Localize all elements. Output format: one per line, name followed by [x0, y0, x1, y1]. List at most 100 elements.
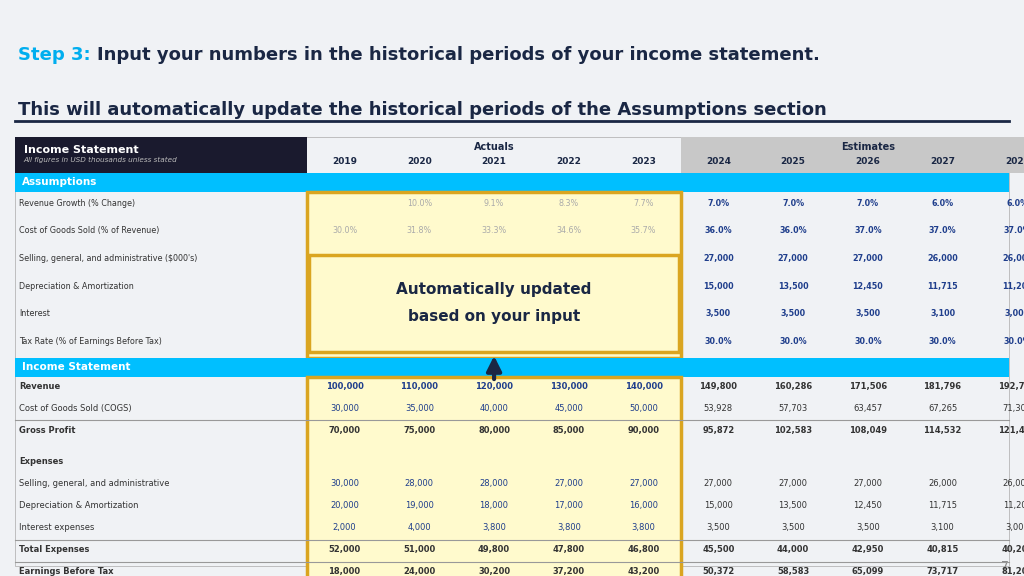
- Text: Input your numbers in the historical periods of your income statement.: Input your numbers in the historical per…: [97, 46, 820, 64]
- Text: 100,000: 100,000: [326, 382, 364, 391]
- Text: 46,800: 46,800: [628, 545, 659, 554]
- Text: 27,000: 27,000: [554, 479, 584, 488]
- Text: 2026: 2026: [855, 157, 881, 166]
- Text: 6.0%: 6.0%: [1007, 199, 1024, 208]
- Text: 75,000: 75,000: [403, 426, 435, 435]
- Text: 12,450: 12,450: [853, 501, 883, 510]
- Text: 2025: 2025: [780, 157, 806, 166]
- Text: 20,000: 20,000: [330, 501, 359, 510]
- Text: 28,000: 28,000: [404, 479, 434, 488]
- Text: 27,000: 27,000: [853, 479, 883, 488]
- Text: 19,000: 19,000: [404, 501, 434, 510]
- Text: 31.8%: 31.8%: [407, 226, 432, 236]
- Text: 27,000: 27,000: [777, 254, 809, 263]
- Text: 45,000: 45,000: [554, 404, 584, 413]
- Text: 19,000: 19,000: [406, 282, 433, 291]
- Text: 30,000: 30,000: [330, 404, 359, 413]
- Text: 28,000: 28,000: [479, 479, 509, 488]
- Text: Tax Rate (% of Earnings Before Tax): Tax Rate (% of Earnings Before Tax): [19, 337, 163, 346]
- FancyBboxPatch shape: [15, 173, 1009, 192]
- Text: Depreciation & Amortization: Depreciation & Amortization: [19, 501, 139, 510]
- Text: 67,265: 67,265: [928, 404, 957, 413]
- Text: 3,800: 3,800: [482, 523, 506, 532]
- Text: Selling, general, and administrative ($000's): Selling, general, and administrative ($0…: [19, 254, 198, 263]
- Text: 2,000: 2,000: [333, 523, 356, 532]
- Text: Step 3:: Step 3:: [18, 46, 91, 64]
- Text: 7.0%: 7.0%: [708, 199, 729, 208]
- Text: 43,200: 43,200: [628, 567, 659, 576]
- Text: 36.0%: 36.0%: [705, 226, 732, 236]
- Text: 27,000: 27,000: [555, 254, 583, 263]
- Text: 121,404: 121,404: [998, 426, 1024, 435]
- Text: 20.8%: 20.8%: [407, 337, 432, 346]
- Text: 17,000: 17,000: [555, 282, 583, 291]
- Text: All figures in USD thousands unless stated: All figures in USD thousands unless stat…: [24, 157, 177, 163]
- Text: 2020: 2020: [407, 157, 432, 166]
- Text: 15,000: 15,000: [703, 282, 733, 291]
- Text: 26,000: 26,000: [1002, 479, 1024, 488]
- Text: 120,000: 120,000: [475, 382, 513, 391]
- Text: 18,000: 18,000: [480, 282, 508, 291]
- Text: 35.7%: 35.7%: [631, 226, 656, 236]
- Text: 130,000: 130,000: [550, 382, 588, 391]
- Text: 3,500: 3,500: [706, 309, 731, 319]
- Text: Assumptions: Assumptions: [22, 177, 97, 187]
- Text: 30.0%: 30.0%: [332, 226, 357, 236]
- Text: 3,500: 3,500: [707, 523, 730, 532]
- Text: Expenses: Expenses: [19, 457, 63, 467]
- Text: 2022: 2022: [556, 157, 582, 166]
- Text: 49,800: 49,800: [478, 545, 510, 554]
- Text: 52,000: 52,000: [329, 545, 360, 554]
- Text: 37,200: 37,200: [553, 567, 585, 576]
- Text: 37.0%: 37.0%: [929, 226, 956, 236]
- Text: 33.3%: 33.3%: [481, 226, 507, 236]
- Text: 7: 7: [1000, 560, 1009, 573]
- Text: 3,800: 3,800: [558, 309, 580, 319]
- Text: 20,000: 20,000: [331, 282, 358, 291]
- Text: 3,100: 3,100: [930, 309, 955, 319]
- Text: 44,000: 44,000: [777, 545, 809, 554]
- Text: Revenue Growth (% Change): Revenue Growth (% Change): [19, 199, 135, 208]
- Text: Income Statement: Income Statement: [22, 362, 130, 372]
- Text: 73,717: 73,717: [927, 567, 958, 576]
- Text: 2024: 2024: [706, 157, 731, 166]
- Text: 40,201: 40,201: [1001, 545, 1024, 554]
- Text: Income Statement: Income Statement: [24, 145, 138, 154]
- FancyBboxPatch shape: [681, 137, 1024, 173]
- Text: 27,000: 27,000: [703, 479, 733, 488]
- Text: 2021: 2021: [481, 157, 507, 166]
- Text: This will automatically update the historical periods of the Assumptions section: This will automatically update the histo…: [18, 101, 827, 119]
- Text: 35,000: 35,000: [404, 404, 434, 413]
- Text: 3,800: 3,800: [483, 309, 505, 319]
- Text: 27,000: 27,000: [630, 254, 657, 263]
- FancyBboxPatch shape: [309, 255, 679, 352]
- Text: 30,200: 30,200: [478, 567, 510, 576]
- Text: 2019: 2019: [332, 157, 357, 166]
- Text: 30.0%: 30.0%: [929, 337, 956, 346]
- Text: 6.0%: 6.0%: [932, 199, 953, 208]
- Text: Total Expenses: Total Expenses: [19, 545, 90, 554]
- Text: 8.3%: 8.3%: [559, 199, 579, 208]
- Text: 47,800: 47,800: [553, 545, 585, 554]
- Text: 2028: 2028: [1005, 157, 1024, 166]
- Text: based on your input: based on your input: [408, 309, 581, 324]
- Text: 80,000: 80,000: [478, 426, 510, 435]
- Text: 192,704: 192,704: [998, 382, 1024, 391]
- Text: Cost of Goods Sold (% of Revenue): Cost of Goods Sold (% of Revenue): [19, 226, 160, 236]
- Text: 3,100: 3,100: [931, 523, 954, 532]
- Text: 30.0%: 30.0%: [854, 337, 882, 346]
- Text: 3,500: 3,500: [855, 309, 881, 319]
- Text: 3,800: 3,800: [632, 523, 655, 532]
- Text: 26,000: 26,000: [927, 254, 958, 263]
- Text: 12,450: 12,450: [852, 282, 884, 291]
- Text: 70,000: 70,000: [329, 426, 360, 435]
- Text: 28,000: 28,000: [406, 254, 433, 263]
- FancyBboxPatch shape: [307, 377, 681, 576]
- Text: 95,872: 95,872: [702, 426, 734, 435]
- Text: 36.0%: 36.0%: [779, 226, 807, 236]
- Text: 3,800: 3,800: [557, 523, 581, 532]
- Text: Estimates: Estimates: [841, 142, 895, 151]
- Text: 40,815: 40,815: [927, 545, 958, 554]
- FancyBboxPatch shape: [307, 192, 681, 358]
- Text: 30,000: 30,000: [330, 479, 359, 488]
